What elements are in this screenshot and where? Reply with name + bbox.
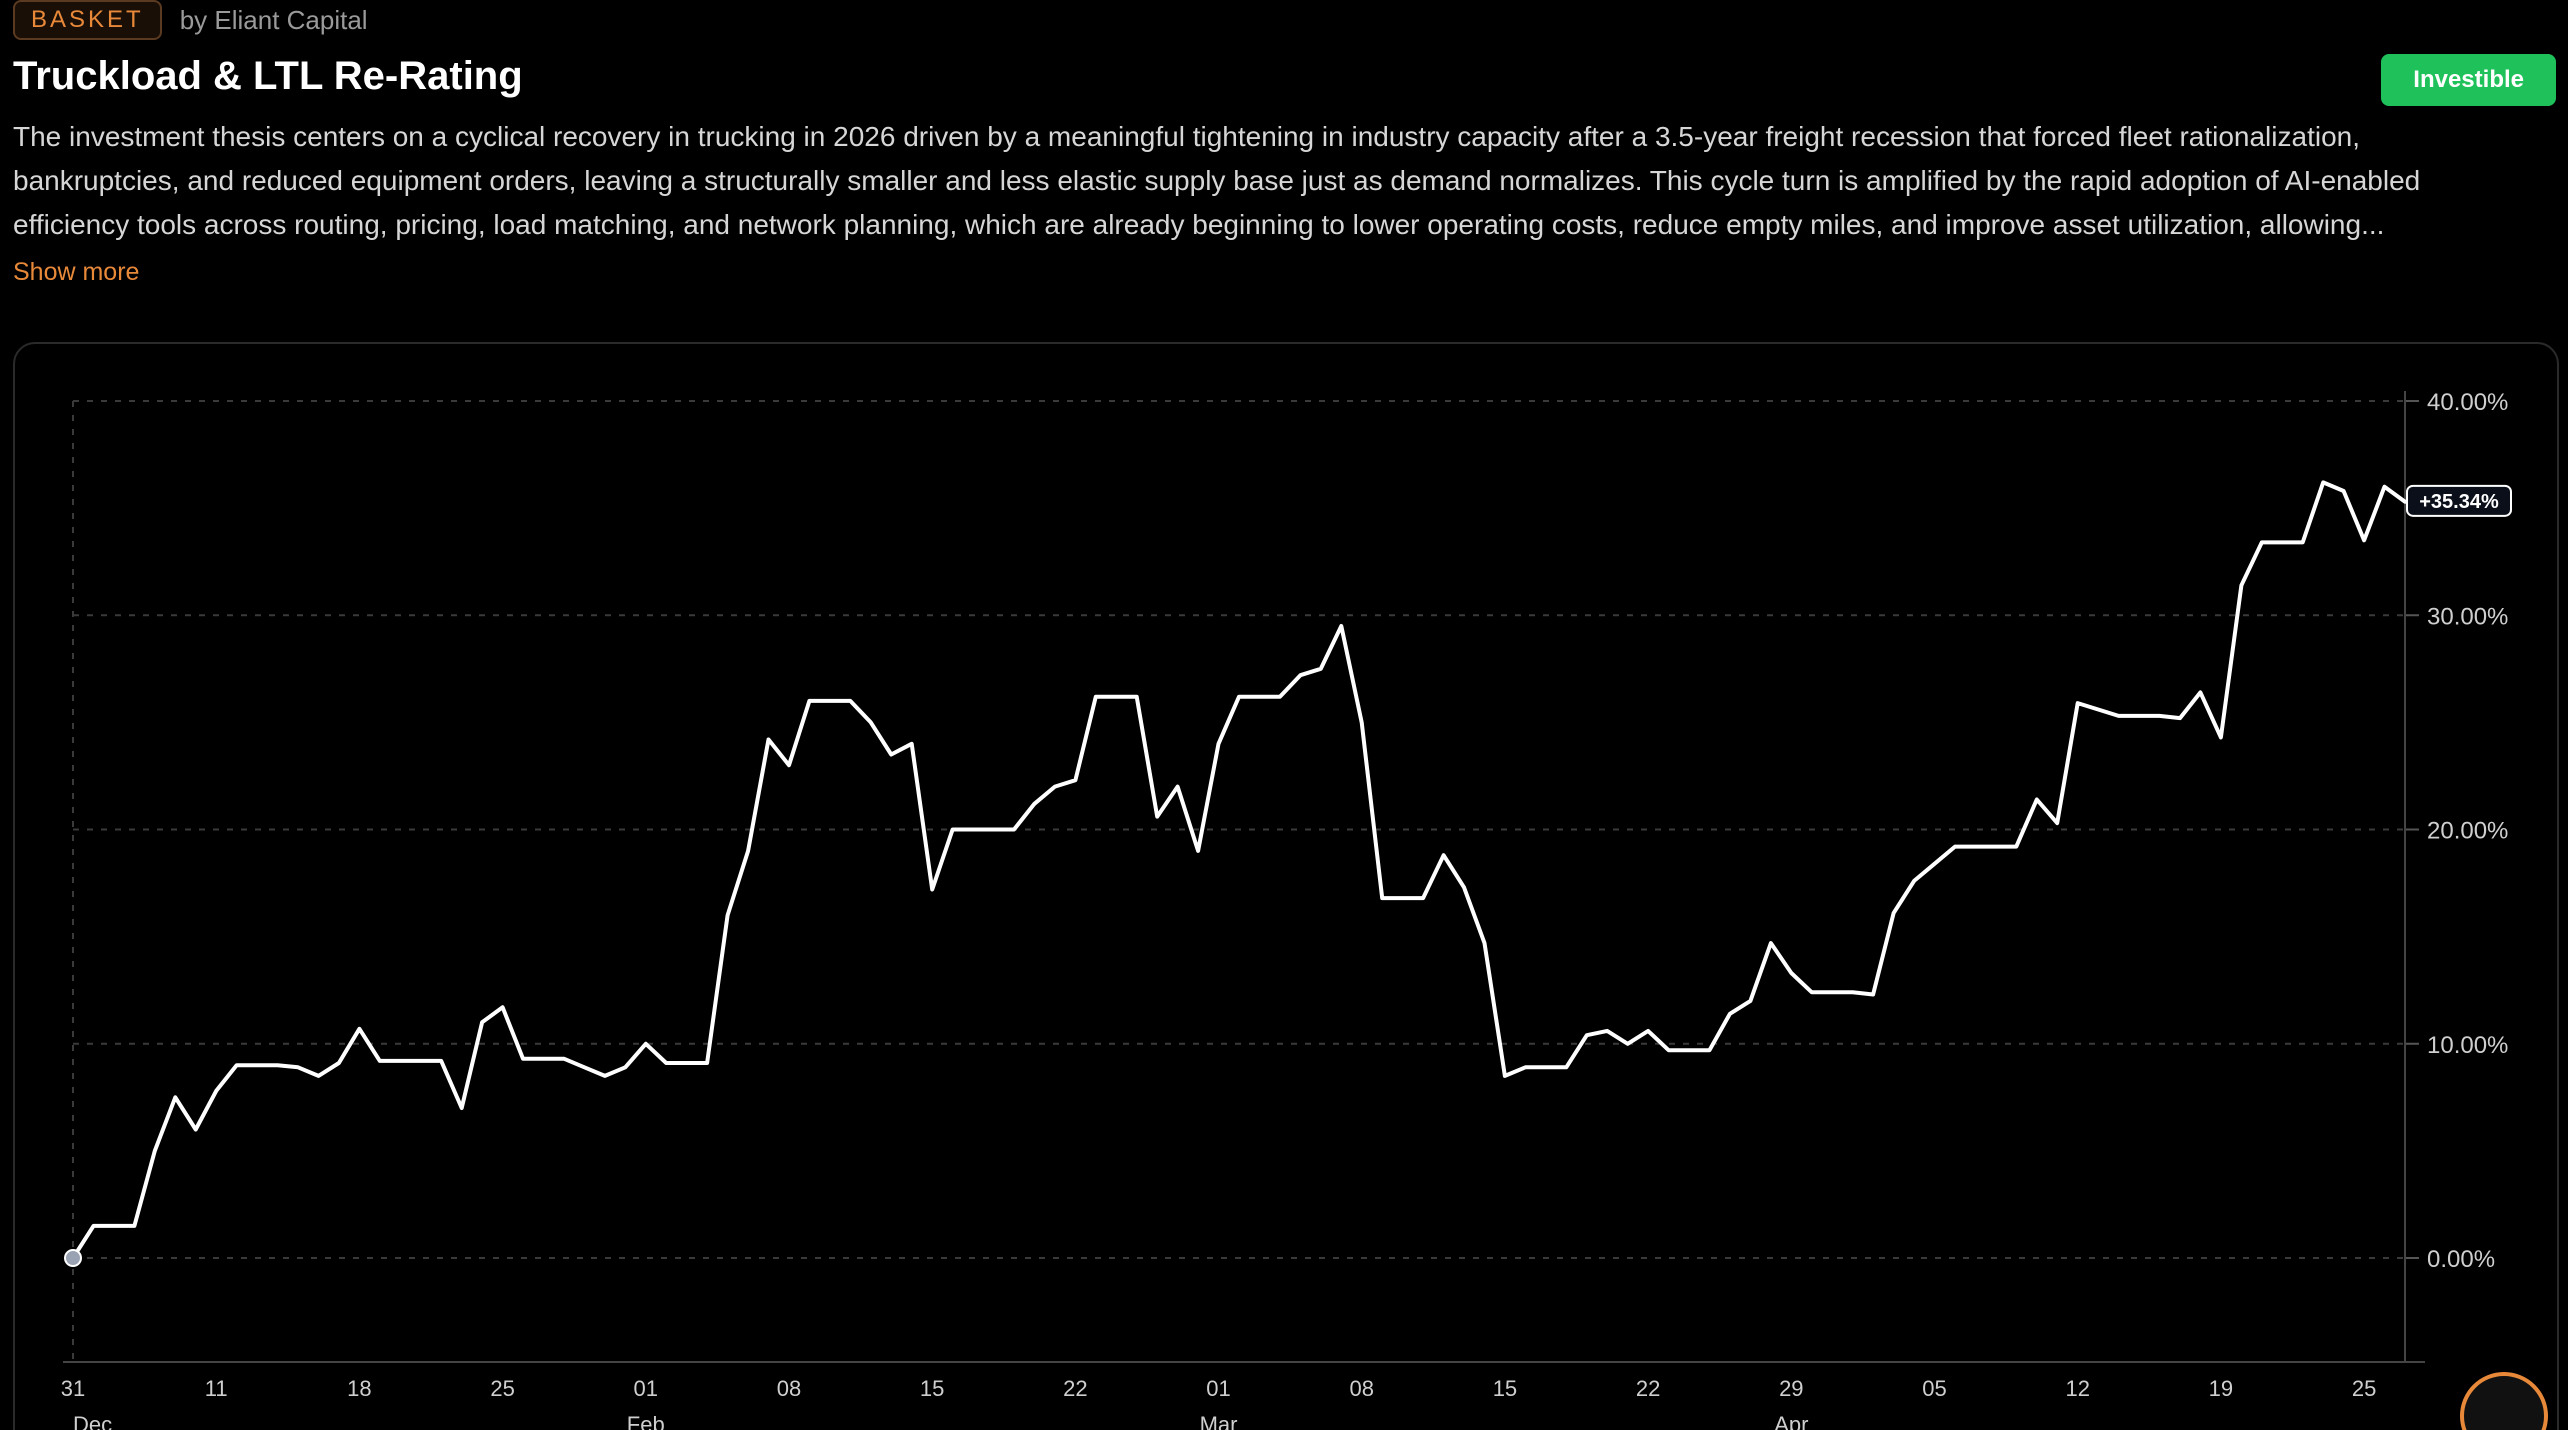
y-tick-label: 40.00% xyxy=(2427,389,2508,416)
x-tick-label: 31 xyxy=(61,1376,85,1401)
y-tick-label: 10.00% xyxy=(2427,1032,2508,1059)
x-tick-label: 08 xyxy=(777,1376,801,1401)
byline[interactable]: by Eliant Capital xyxy=(179,4,368,35)
x-tick-label: 15 xyxy=(920,1376,944,1401)
performance-chart-card[interactable]: 0.00% 10.00% 20.00% 30.00% 40.00% 31 Dec 11 18 25… xyxy=(13,342,2559,1430)
x-tick-label: 01 xyxy=(1206,1376,1230,1401)
x-tick-label: 15 xyxy=(1493,1376,1517,1401)
page-title: Truckload & LTL Re-Rating xyxy=(13,54,523,98)
last-value-label: +35.34% xyxy=(2419,491,2499,513)
basket-header-row: BASKET by Eliant Capital xyxy=(13,0,368,40)
last-value-badge xyxy=(2406,484,2512,517)
x-tick-label: 22 xyxy=(1063,1376,1087,1401)
x-tick-label: 11 xyxy=(205,1376,228,1401)
y-tick-label: 30.00% xyxy=(2427,603,2508,630)
start-point-marker[interactable] xyxy=(64,1249,82,1267)
x-tick-label: 18 xyxy=(347,1376,371,1401)
x-month-label: Dec xyxy=(73,1412,112,1430)
y-tick-label: 20.00% xyxy=(2427,818,2508,845)
x-month-label: Apr xyxy=(1774,1412,1808,1430)
x-tick-label: 22 xyxy=(1636,1376,1660,1401)
investible-status-badge[interactable]: Investible xyxy=(2381,54,2556,106)
x-tick-label: 05 xyxy=(1922,1376,1946,1401)
thesis-description: The investment thesis centers on a cycli… xyxy=(13,121,2421,240)
x-tick-label: 29 xyxy=(1779,1376,1803,1401)
x-tick-label: 19 xyxy=(2209,1376,2233,1401)
show-more-link[interactable]: Show more xyxy=(13,258,140,286)
basket-tag-badge: BASKET xyxy=(13,0,162,40)
x-month-label: Mar xyxy=(1200,1412,1238,1430)
x-tick-label: 12 xyxy=(2065,1376,2089,1401)
y-tick-label: 0.00% xyxy=(2427,1246,2495,1273)
x-month-label: Feb xyxy=(627,1412,665,1430)
x-tick-label: 25 xyxy=(2352,1376,2376,1401)
series-line xyxy=(71,480,2426,1260)
performance-line-chart[interactable]: 0.00% 10.00% 20.00% 30.00% 40.00% 31 Dec 11 18 25… xyxy=(15,344,2557,1430)
x-tick-label: 08 xyxy=(1349,1376,1373,1401)
x-tick-label: 01 xyxy=(634,1376,658,1401)
x-tick-label: 25 xyxy=(490,1376,514,1401)
